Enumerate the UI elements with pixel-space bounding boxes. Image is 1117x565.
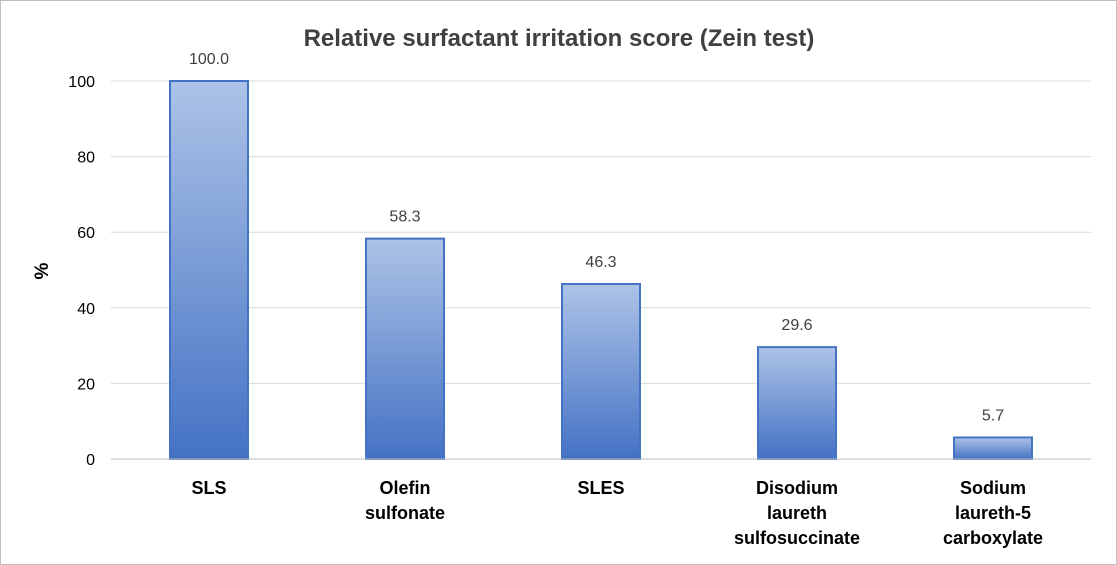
category-label-line: Sodium <box>960 478 1026 498</box>
bar <box>561 282 641 460</box>
category-label-line: Olefin <box>379 478 430 498</box>
category-label: Olefin sulfonate <box>365 478 445 523</box>
y-tick-label: 60 <box>77 225 95 242</box>
category-label-line: laureth-5 <box>955 503 1031 523</box>
bar <box>953 436 1033 461</box>
category-label: Sodium laureth-5 carboxylate <box>943 478 1043 548</box>
y-tick-label: 40 <box>77 301 95 318</box>
category-label-line: Disodium <box>756 478 838 498</box>
category-label-line: sulfonate <box>365 503 445 523</box>
bar <box>365 237 445 460</box>
category-labels: SLS Olefin sulfonate SLES Disodium laureth sul… <box>191 478 1043 548</box>
data-label: 58.3 <box>389 209 420 226</box>
bars <box>169 80 1033 461</box>
category-label: SLS <box>191 478 226 498</box>
category-label-line: carboxylate <box>943 528 1043 548</box>
data-label: 100.0 <box>189 51 229 68</box>
category-label-line: laureth <box>767 503 827 523</box>
category-label-line: sulfosuccinate <box>734 528 860 548</box>
category-label-line: SLES <box>577 478 624 498</box>
bar <box>757 346 837 460</box>
y-tick-label: 20 <box>77 376 95 393</box>
chart-title: Relative surfactant irritation score (Ze… <box>304 25 815 52</box>
y-axis-label: % <box>32 262 53 279</box>
category-label: SLES <box>577 478 624 498</box>
y-tick-label: 80 <box>77 150 95 167</box>
y-axis-ticks: 0 20 40 60 80 100 <box>68 74 95 469</box>
category-label-line: SLS <box>191 478 226 498</box>
gridlines <box>111 80 1091 384</box>
bar <box>169 80 249 460</box>
data-label: 29.6 <box>781 317 812 334</box>
y-tick-label: 0 <box>86 452 95 469</box>
data-label: 46.3 <box>585 254 616 271</box>
y-tick-label: 100 <box>68 74 95 91</box>
data-label: 5.7 <box>982 407 1004 424</box>
category-label: Disodium laureth sulfosuccinate <box>734 478 860 548</box>
data-labels: 100.0 58.3 46.3 29.6 5.7 <box>189 51 1004 424</box>
